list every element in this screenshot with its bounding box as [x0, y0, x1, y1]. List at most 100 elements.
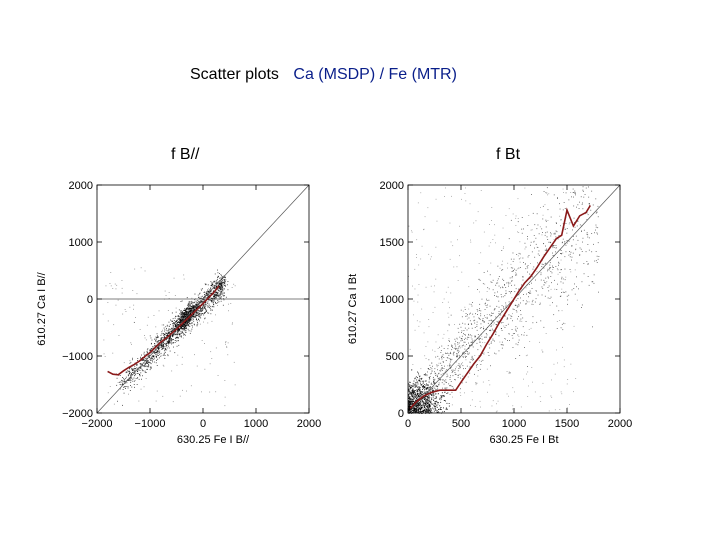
scatter-point: [162, 347, 163, 349]
scatter-point: [139, 329, 141, 330]
scatter-point: [448, 403, 450, 404]
scatter-point: [190, 317, 192, 319]
scatter-point: [155, 362, 157, 364]
scatter-point: [205, 297, 207, 299]
scatter-point: [562, 252, 564, 254]
scatter-point: [539, 302, 541, 304]
scatter-point: [410, 403, 411, 405]
scatter-point: [149, 349, 150, 351]
scatter-point: [570, 271, 572, 273]
scatter-point: [164, 329, 166, 330]
scatter-point: [488, 355, 490, 356]
scatter-point: [417, 402, 419, 404]
scatter-point: [489, 330, 490, 331]
scatter-point: [526, 300, 527, 302]
scatter-point: [208, 288, 209, 290]
scatter-point: [517, 218, 519, 219]
scatter-point: [206, 305, 208, 307]
scatter-point: [552, 245, 554, 247]
scatter-point: [566, 232, 568, 234]
scatter-point: [424, 405, 426, 406]
scatter-point: [553, 239, 555, 241]
scatter-point: [155, 357, 157, 358]
scatter-point: [423, 385, 424, 386]
scatter-point: [496, 403, 497, 405]
scatter-point: [519, 261, 521, 263]
scatter-point: [476, 364, 477, 366]
scatter-point: [134, 367, 136, 369]
scatter-point: [408, 397, 410, 399]
scatter-point: [413, 396, 415, 397]
scatter-point: [178, 330, 179, 332]
scatter-point: [413, 412, 415, 414]
scatter-point: [427, 371, 428, 373]
scatter-point: [506, 317, 508, 319]
scatter-point: [446, 357, 448, 358]
scatter-point: [477, 310, 479, 312]
scatter-point: [450, 351, 451, 353]
scatter-point: [109, 386, 111, 387]
scatter-point: [422, 394, 424, 396]
scatter-point: [434, 368, 436, 370]
scatter-point: [503, 307, 504, 309]
scatter-point: [486, 298, 487, 300]
scatter-point: [447, 301, 449, 303]
scatter-point: [490, 262, 492, 264]
scatter-point: [569, 256, 571, 258]
scatter-point: [453, 351, 455, 353]
scatter-point: [543, 284, 545, 286]
scatter-point: [154, 351, 155, 353]
scatter-point: [417, 391, 419, 393]
scatter-point: [181, 325, 183, 326]
scatter-point: [432, 393, 434, 394]
scatter-point: [515, 329, 517, 331]
scatter-point: [122, 380, 123, 382]
scatter-point: [458, 352, 459, 354]
scatter-point: [465, 359, 467, 361]
scatter-point: [426, 392, 428, 394]
scatter-point: [182, 389, 183, 391]
scatter-point: [582, 190, 584, 192]
scatter-point: [197, 304, 199, 306]
scatter-point: [490, 342, 492, 344]
scatter-point: [571, 256, 573, 258]
scatter-point: [188, 303, 190, 305]
scatter-point: [150, 358, 151, 360]
scatter-point: [482, 319, 483, 321]
scatter-point: [187, 304, 189, 305]
scatter-point: [417, 390, 419, 392]
scatter-point: [501, 286, 503, 288]
scatter-point: [541, 263, 543, 265]
scatter-point: [545, 220, 547, 222]
scatter-point: [556, 231, 558, 233]
scatter-point: [423, 380, 425, 382]
scatter-point: [193, 314, 195, 315]
scatter-point: [497, 265, 499, 267]
scatter-point: [194, 316, 196, 318]
scatter-point: [408, 396, 410, 398]
scatter-point: [461, 382, 463, 384]
scatter-point: [420, 401, 421, 402]
scatter-point: [465, 334, 466, 336]
scatter-point: [425, 406, 427, 408]
scatter-point: [457, 376, 459, 378]
scatter-point: [127, 370, 129, 372]
scatter-point: [567, 379, 569, 380]
scatter-point: [538, 250, 540, 252]
scatter-point: [464, 348, 466, 350]
scatter-point: [464, 193, 466, 194]
scatter-point: [450, 384, 451, 386]
scatter-point: [162, 345, 164, 346]
scatter-point: [414, 390, 416, 391]
scatter-point: [418, 412, 420, 414]
scatter-point: [206, 291, 208, 293]
scatter-point: [171, 331, 172, 333]
scatter-point: [165, 349, 166, 350]
scatter-point: [419, 386, 420, 388]
scatter-point: [518, 336, 520, 337]
scatter-point: [530, 263, 531, 264]
scatter-point: [437, 355, 439, 357]
scatter-point: [413, 380, 415, 382]
scatter-point: [132, 369, 133, 371]
scatter-point: [408, 225, 410, 227]
